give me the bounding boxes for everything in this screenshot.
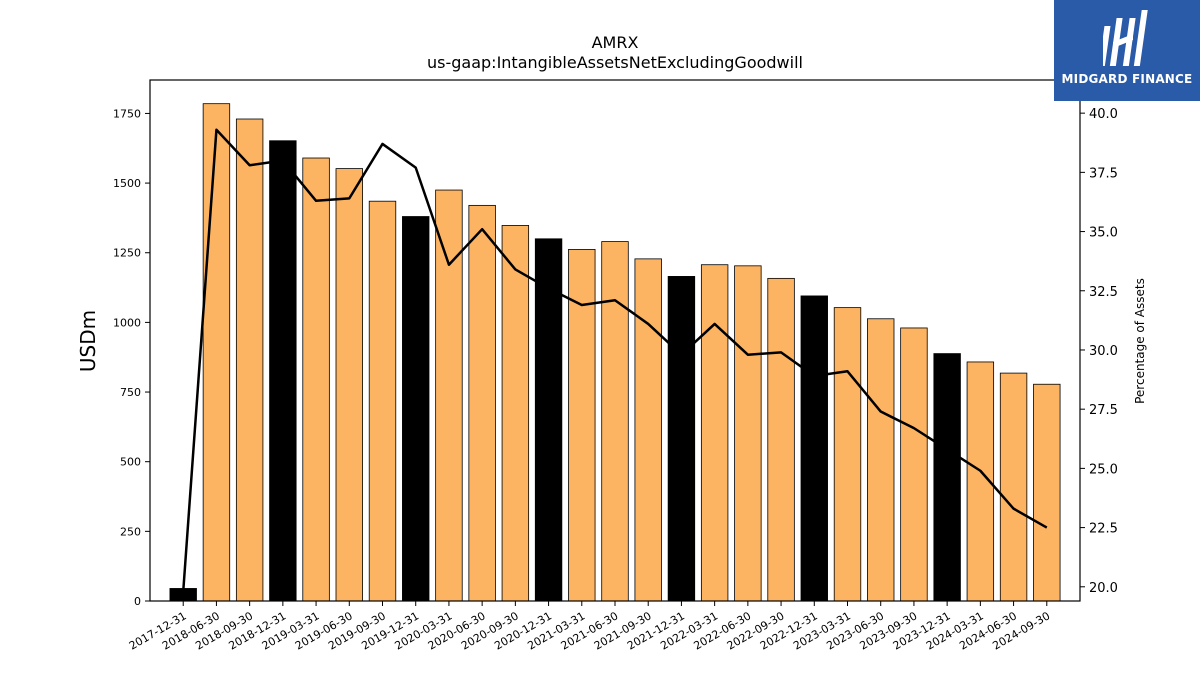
bar [302,157,330,602]
bar [1033,383,1061,602]
bar [933,353,961,602]
y2-tick-label: 30.0 [1089,344,1118,359]
line-series [181,128,1048,592]
y2-axis-label: Percentage of Assets [1133,278,1147,404]
bar [767,277,795,602]
bar [368,200,397,602]
y-tick-label: 1000 [113,316,141,329]
bar [999,372,1028,602]
bar [833,307,862,602]
y-tick-label: 250 [120,525,141,538]
bar [800,295,828,602]
bar [734,265,762,602]
y2-tick-label: 35.0 [1089,226,1118,241]
bar [501,225,530,602]
y-tick-label: 1750 [113,107,141,120]
bar [468,204,496,602]
chart-subtitle: us-gaap:IntangibleAssetsNetExcludingGood… [427,53,803,72]
y2-tick-label: 27.5 [1089,403,1118,418]
y-tick-label: 0 [134,595,141,608]
y-tick-label: 1500 [113,177,141,190]
bar [402,216,430,602]
y-tick-label: 750 [120,386,141,399]
bar [269,140,297,602]
bar [435,189,463,602]
y-tick-label: 1250 [113,247,141,260]
bar [700,264,729,602]
bar [601,241,629,602]
y2-tick-label: 22.5 [1089,522,1118,537]
bar [335,168,363,602]
y2-tick-label: 40.0 [1089,107,1118,122]
bar [235,118,264,602]
bar [534,238,563,602]
bar [202,103,231,602]
bar [900,327,928,602]
bar [568,248,596,602]
y2-tick-label: 20.0 [1089,581,1118,596]
y2-tick-label: 25.0 [1089,462,1118,477]
series-line [181,128,1048,592]
chart-title: AMRX [592,33,639,52]
y2-tick-label: 37.5 [1089,166,1118,181]
bar-series [169,103,1061,602]
bar [867,318,895,602]
bar [634,258,662,602]
bar [667,276,696,602]
y-axis-label: USDm [76,310,100,372]
midgard-logo-icon [1103,10,1148,66]
brand-name: MIDGARD FINANCE [1061,72,1193,86]
brand-logo: MIDGARD FINANCE [1054,0,1200,101]
y2-tick-label: 32.5 [1089,285,1118,300]
y-tick-label: 500 [120,456,141,469]
